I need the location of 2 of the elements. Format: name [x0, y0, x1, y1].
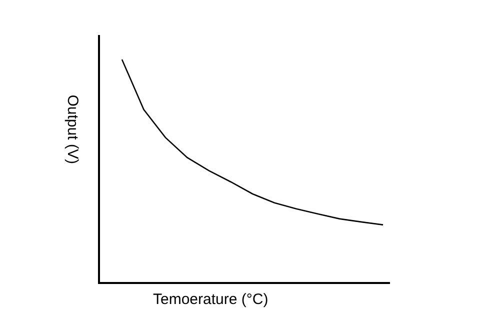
y-axis-title: Output (V) [64, 94, 81, 164]
x-axis-title: Temoerature (°C) [153, 291, 268, 308]
